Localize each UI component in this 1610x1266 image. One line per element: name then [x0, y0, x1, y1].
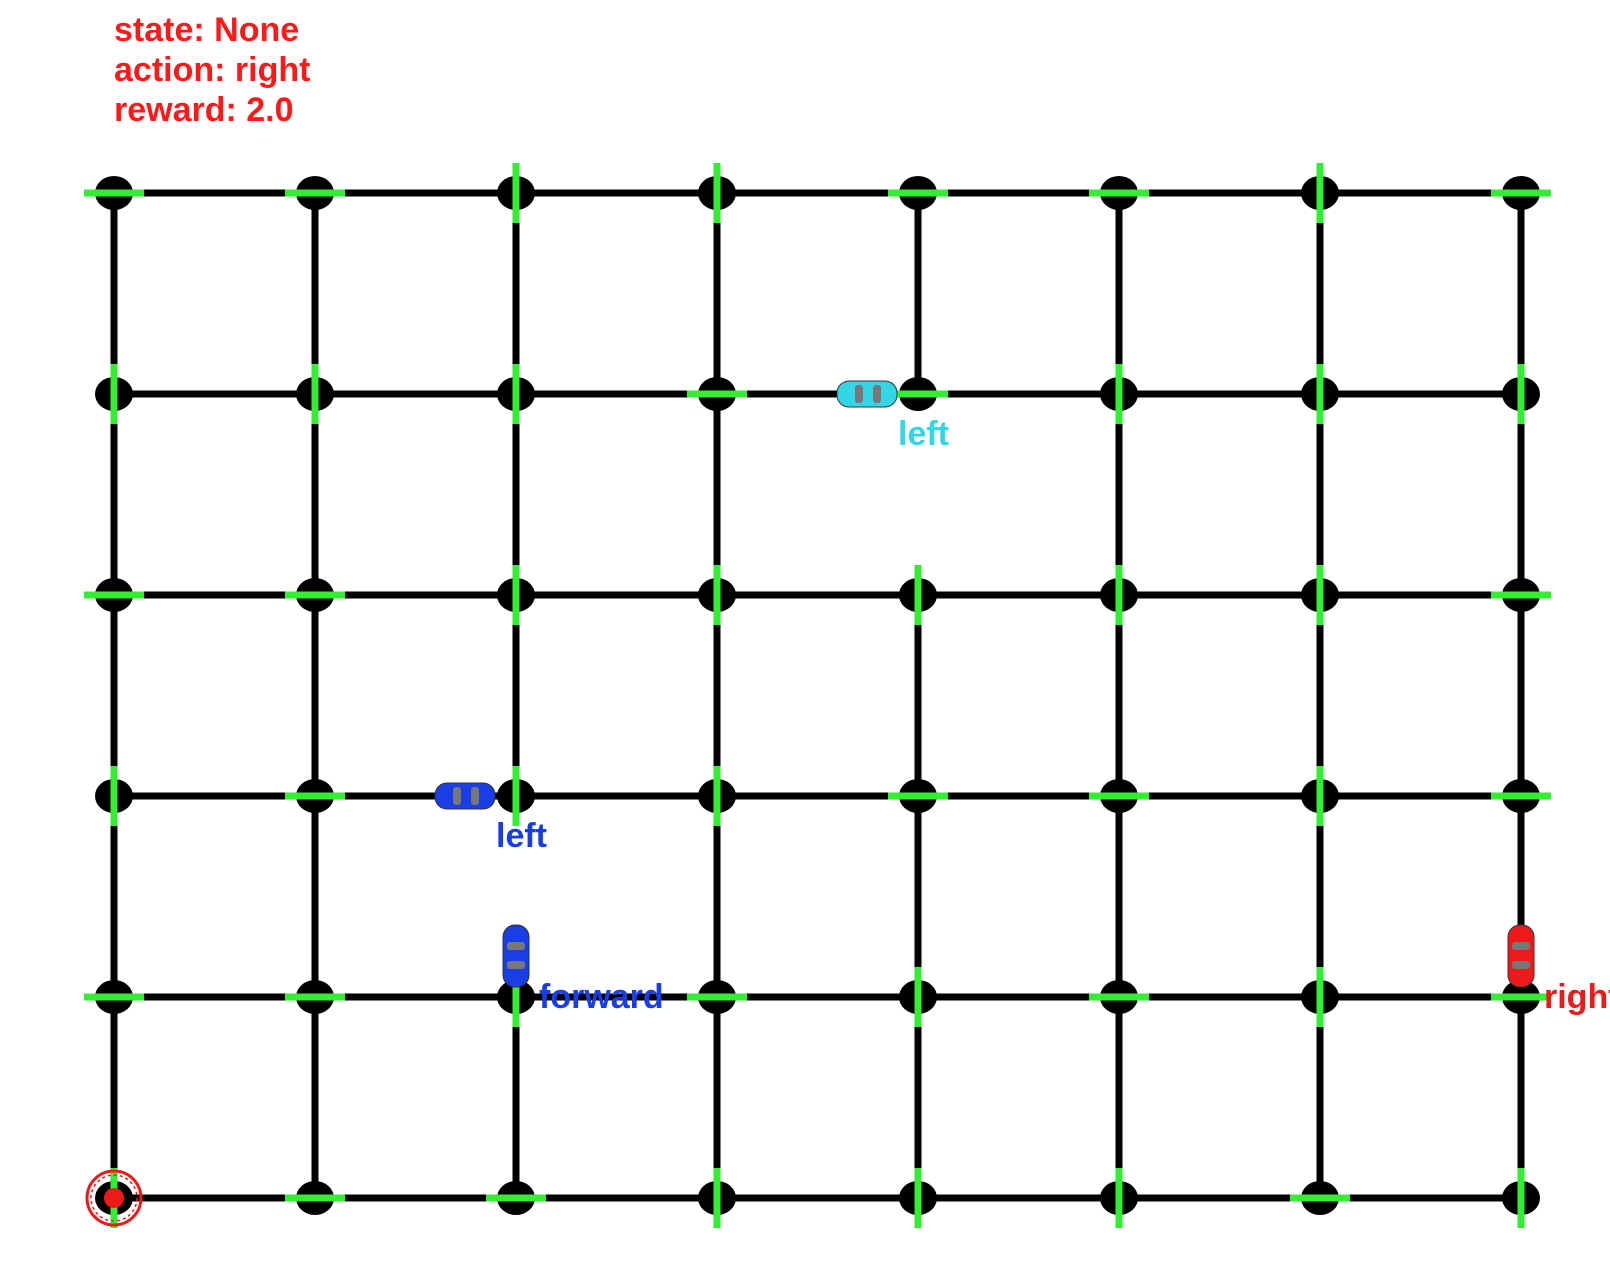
blue-car-1-action-label: left	[496, 817, 547, 855]
red-car-icon	[1507, 924, 1535, 988]
reward-readout: reward: 2.0	[114, 91, 294, 129]
cyan-car-icon	[836, 380, 898, 408]
destination-ring-icon	[85, 1169, 143, 1227]
destination-dot-icon	[104, 1188, 124, 1208]
action-readout: action: right	[114, 51, 311, 89]
state-readout: state: None	[114, 11, 300, 49]
blue-car-2-action-label: forward	[539, 978, 664, 1016]
cyan-car-action-label: left	[898, 415, 949, 453]
blue-car-1-icon	[434, 782, 496, 810]
hud-panel: state: None action: right reward: 2.0	[114, 10, 310, 130]
red-car-action-label: right	[1544, 978, 1610, 1016]
blue-car-2-icon	[502, 924, 530, 988]
destination-ring-inner-icon	[90, 1174, 138, 1222]
